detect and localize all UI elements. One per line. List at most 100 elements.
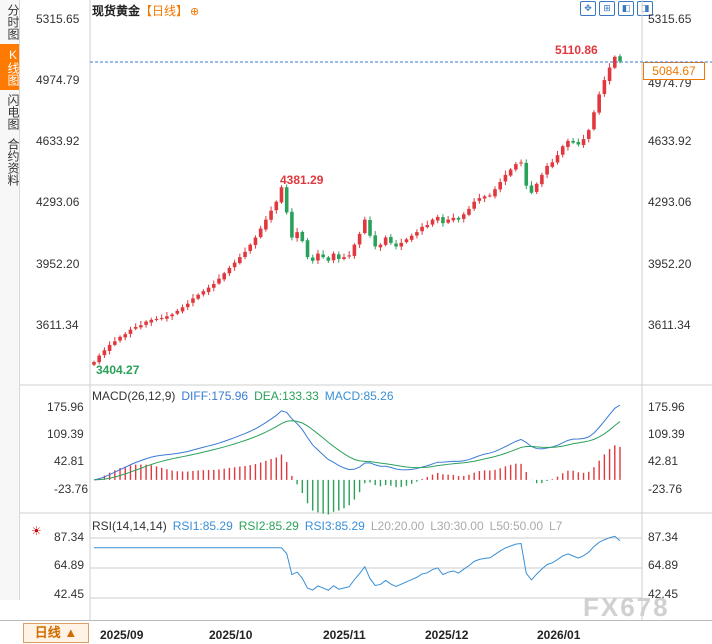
candle-body	[446, 219, 450, 223]
candle-body	[222, 273, 226, 280]
candle-body	[503, 174, 508, 182]
candle-body	[508, 169, 513, 176]
candle-body	[290, 211, 294, 238]
rsi-tick-left: 87.34	[54, 530, 85, 544]
candle-body	[305, 240, 310, 258]
candle-body	[441, 217, 445, 224]
macd-diff-line	[93, 404, 621, 481]
candle-body	[607, 67, 612, 81]
candle-body	[602, 80, 607, 95]
price-tick-right: 5315.65	[648, 12, 692, 26]
macd-tick-left: -23.76	[54, 482, 89, 496]
move-left-icon[interactable]: ◧	[618, 1, 634, 16]
price-tick-left: 4293.06	[36, 195, 80, 209]
tab-timeshare[interactable]: 分时图	[6, 4, 20, 40]
price-tick-left: 3611.34	[36, 318, 79, 332]
candle-body	[185, 303, 190, 308]
candle-body	[534, 183, 539, 192]
candle-body	[211, 284, 216, 288]
candle-body	[425, 224, 430, 228]
rsi-header: RSI(14,14,14) RSI1:85.29 RSI2:85.29 RSI3:85…	[92, 519, 562, 533]
candle-body	[420, 226, 424, 232]
candle-body	[331, 253, 336, 261]
add-icon[interactable]: ⊕	[190, 6, 200, 18]
macd-dea-line	[93, 420, 621, 481]
macd-header: MACD(26,12,9) DIFF:175.96 DEA:133.33 MACD:8…	[92, 389, 394, 403]
candle-body	[274, 201, 279, 211]
macd-tick-right: -23.76	[648, 482, 683, 496]
move-right-icon[interactable]: ◨	[637, 1, 653, 16]
price-tick-left: 4974.79	[36, 73, 80, 87]
macd-tick-right: 175.96	[648, 400, 685, 414]
period-select-button[interactable]: 日线 ▲	[23, 623, 89, 643]
candle-body	[498, 182, 503, 190]
tab-flash-chart[interactable]: 闪电图	[6, 94, 20, 130]
candle-body	[154, 318, 159, 321]
macd-tick-left: 175.96	[47, 400, 84, 414]
candle-body	[477, 198, 482, 201]
candle-body	[149, 319, 154, 323]
macd-group	[93, 404, 621, 515]
candle-body	[404, 239, 409, 243]
candle-body	[144, 321, 148, 325]
date-tick: 2026/01	[537, 628, 581, 642]
candle-body	[128, 329, 133, 334]
candle-body	[321, 254, 325, 258]
candle-body	[97, 355, 102, 363]
candle-body	[170, 314, 174, 317]
candle-body	[118, 336, 122, 341]
candle-body	[586, 130, 591, 139]
candle-body	[399, 242, 404, 247]
macd-title: MACD(26,12,9)	[92, 389, 176, 403]
rsi-tick-right: 64.89	[648, 558, 679, 572]
period-label: 【日线】	[140, 4, 189, 18]
rsi-tick-left: 64.89	[54, 558, 85, 572]
price-tick-right: 3952.20	[648, 257, 692, 271]
candle-body	[540, 174, 544, 185]
low-annotation: 3404.27	[96, 363, 140, 377]
price-tick-right: 4633.92	[648, 134, 692, 148]
candle-body	[415, 232, 419, 236]
candle-body	[514, 164, 518, 170]
zoom-in-icon[interactable]: ⊞	[599, 1, 615, 16]
candle-body	[529, 185, 534, 193]
candle-body	[618, 56, 622, 62]
rsi-tick-right: 42.45	[648, 587, 679, 601]
candle-body	[175, 310, 180, 314]
peak-annotation: 4381.29	[280, 173, 324, 187]
candle-body	[560, 146, 565, 155]
rsi-tick-right: 87.34	[648, 530, 679, 544]
candle-body	[581, 139, 586, 146]
candle-body	[133, 326, 138, 329]
candle-body	[493, 189, 497, 197]
tab-kline[interactable]: K线图	[0, 44, 20, 90]
macd-tick-right: 109.39	[648, 427, 685, 441]
candle-body	[482, 196, 487, 199]
chart-title: 现货黄金【日线】 ⊕	[92, 2, 199, 19]
tab-contract-info[interactable]: 合约资料	[6, 138, 20, 186]
candle-body	[435, 216, 440, 221]
date-tick: 2025/10	[209, 628, 253, 642]
price-tick-left: 5315.65	[36, 12, 80, 26]
chart-canvas[interactable]	[0, 0, 712, 620]
candle-body	[571, 140, 575, 143]
candle-body	[269, 210, 273, 220]
rsi-tick-left: 42.45	[54, 587, 85, 601]
candles-group	[92, 54, 622, 367]
crosshair-icon[interactable]: ✥	[580, 1, 596, 16]
candle-body	[342, 257, 346, 259]
timeline-bar: 日线 ▲	[0, 620, 712, 644]
candle-body	[191, 298, 195, 303]
candle-body	[139, 325, 143, 328]
rsi-settings-icon[interactable]: ☀	[31, 524, 42, 538]
candle-body	[545, 165, 549, 175]
candle-body	[383, 237, 388, 245]
candle-body	[347, 255, 351, 257]
candle-body	[258, 228, 263, 238]
candle-body	[368, 219, 372, 236]
candle-body	[519, 162, 523, 164]
candle-body	[378, 244, 383, 248]
price-tick-left: 4633.92	[36, 134, 80, 148]
candle-body	[264, 219, 268, 230]
candle-body	[451, 217, 456, 221]
